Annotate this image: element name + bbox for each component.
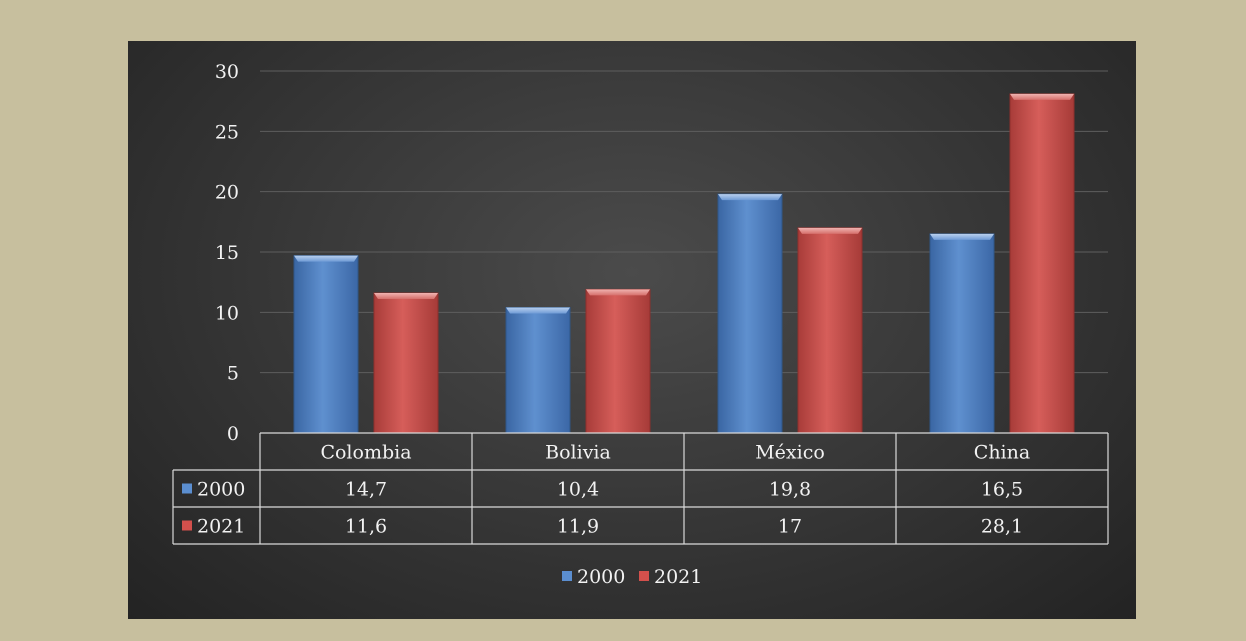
category-label: México [755, 442, 825, 464]
category-label: China [974, 442, 1030, 464]
y-tick-label: 30 [215, 61, 239, 83]
y-tick-label: 0 [227, 423, 239, 445]
legend-key-icon [639, 571, 649, 581]
data-label: 19,8 [769, 479, 811, 501]
bar-chart: 0 5 10 15 20 25 30 Colombia Bolivia México China 2… [172, 61, 1109, 588]
bar-cap [374, 293, 438, 300]
data-label: 16,5 [981, 479, 1023, 501]
series-row-label: 2021 [197, 516, 245, 538]
legend-label: 2000 [577, 566, 625, 588]
legend: 2000 2021 [562, 566, 702, 588]
bar-cap [930, 233, 994, 240]
legend-key-icon [562, 571, 572, 581]
y-tick-label: 15 [215, 242, 239, 264]
bar-2000-México [717, 193, 783, 434]
bar-cap [1010, 93, 1074, 100]
bar-cap [294, 255, 358, 262]
legend-key-icon [182, 520, 192, 531]
bar-cap [506, 307, 570, 314]
y-tick-label: 25 [215, 121, 239, 143]
y-tick-label: 5 [227, 363, 239, 385]
bar-2000-Colombia [293, 255, 359, 434]
y-tick-label: 20 [215, 182, 239, 204]
series-row-label: 2000 [197, 479, 245, 501]
legend-label: 2021 [654, 566, 702, 588]
bar-2021-Bolivia [585, 288, 651, 434]
bar-2021-México [797, 227, 863, 434]
chart-panel: 0 5 10 15 20 25 30 Colombia Bolivia México China 2… [128, 41, 1136, 619]
data-table: Colombia Bolivia México China 2000 14,7 10,4 19… [172, 432, 1109, 545]
bar-2021-Colombia [373, 292, 439, 434]
bar-2000-Bolivia [505, 307, 571, 434]
data-label: 14,7 [345, 479, 387, 501]
bar-cap [586, 289, 650, 296]
bar-cap [798, 227, 862, 234]
bar-2021-China [1009, 93, 1075, 434]
bar-cap [718, 194, 782, 201]
y-tick-label: 10 [215, 302, 239, 324]
data-label: 28,1 [981, 516, 1023, 538]
y-axis: 0 5 10 15 20 25 30 [215, 61, 239, 445]
data-label: 17 [778, 516, 802, 538]
bars [293, 93, 1075, 434]
legend-key-icon [182, 483, 192, 494]
data-label: 11,9 [557, 516, 599, 538]
category-label: Colombia [320, 442, 411, 464]
category-label: Bolivia [545, 442, 611, 464]
data-label: 10,4 [557, 479, 599, 501]
data-label: 11,6 [345, 516, 387, 538]
bar-2000-China [929, 233, 995, 434]
